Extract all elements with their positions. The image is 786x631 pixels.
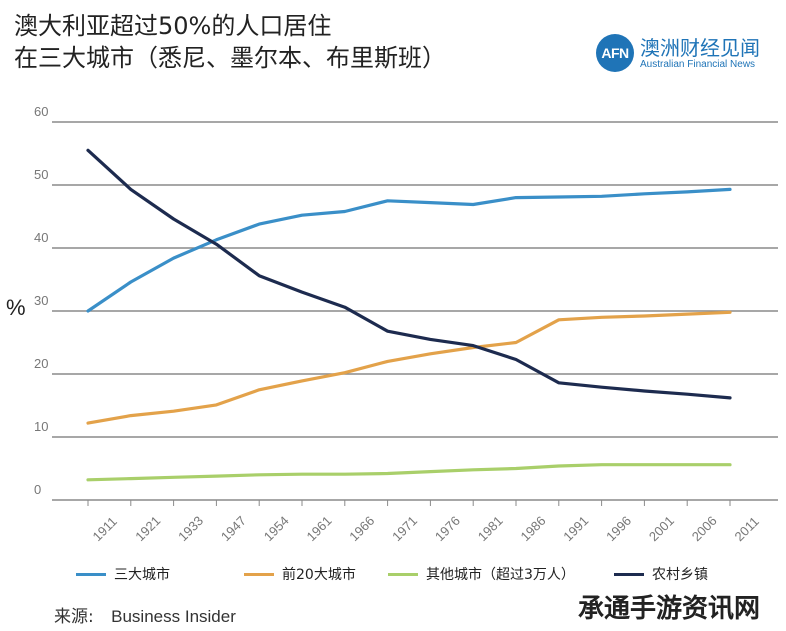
- source-line: 来源: Business Insider: [54, 602, 236, 627]
- grid-lines: [52, 121, 778, 501]
- x-tick-label: 1911: [90, 514, 120, 544]
- y-tick-labels: 0 10 20 30 40 50 60: [34, 104, 48, 497]
- brand-logo: AFN: [596, 34, 634, 72]
- y-axis-label: %: [6, 295, 26, 320]
- x-tick-label: 1991: [560, 513, 591, 544]
- legend-item-other[interactable]: 其他城市（超过3万人）: [388, 564, 575, 584]
- x-tick-label: 2006: [689, 513, 720, 544]
- x-tick-label: 1921: [132, 513, 163, 544]
- legend-item-top20[interactable]: 前20大城市: [244, 564, 356, 584]
- series-line-rural[interactable]: [86, 148, 732, 400]
- source-value: Business Insider: [111, 607, 236, 626]
- x-tick-labels: 1911 1921 1933 1947 1954 1961 1966 1971 1976 1981…: [87, 500, 762, 544]
- legend-label-rural: 农村乡镇: [652, 567, 708, 583]
- legend-label-other: 其他城市（超过3万人）: [426, 567, 575, 583]
- x-tick-label: 1976: [432, 513, 463, 544]
- source-label: 来源:: [54, 607, 94, 627]
- brand-name-cn: 澳洲财经见闻: [640, 36, 760, 60]
- legend-label-big3: 三大城市: [114, 567, 170, 583]
- x-tick-label: 1954: [261, 513, 292, 544]
- legend-swatch-rural: [614, 572, 644, 576]
- legend-swatch-top20: [244, 572, 274, 576]
- x-tick-label: 1966: [346, 513, 377, 544]
- chart-title: 澳大利亚超过50%的人口居住 在三大城市（悉尼、墨尔本、布里斯班）: [14, 10, 446, 74]
- x-tick-label: 1961: [304, 513, 335, 544]
- y-tick-label: 10: [34, 419, 48, 434]
- series-line-big3[interactable]: [86, 187, 732, 313]
- x-tick-label: 1933: [175, 513, 206, 544]
- chart-title-line-2: 在三大城市（悉尼、墨尔本、布里斯班）: [14, 44, 446, 72]
- y-tick-label: 20: [34, 356, 48, 371]
- y-tick-label: 40: [34, 230, 48, 245]
- series-line-top20[interactable]: [86, 310, 732, 425]
- legend-item-big3[interactable]: 三大城市: [76, 564, 170, 584]
- y-tick-label: 50: [34, 167, 48, 182]
- series-lines: [86, 148, 732, 482]
- legend: 三大城市 前20大城市 其他城市（超过3万人） 农村乡镇: [76, 564, 776, 584]
- x-tick-label: 1981: [475, 513, 506, 544]
- y-tick-label: 60: [34, 104, 48, 119]
- chart-title-line-1: 澳大利亚超过50%的人口居住: [14, 12, 332, 40]
- brand-block: AFN 澳洲财经见闻 Australian Financial News: [596, 32, 776, 76]
- y-tick-label: 30: [34, 293, 48, 308]
- x-tick-label: 2011: [732, 514, 762, 544]
- legend-swatch-other: [388, 572, 418, 576]
- x-tick-label: 2001: [646, 513, 677, 544]
- legend-swatch-big3: [76, 572, 106, 576]
- corner-watermark: 承通手游资讯网: [578, 594, 761, 624]
- x-tick-label: 1986: [518, 513, 549, 544]
- x-tick-label: 1996: [603, 513, 634, 544]
- x-tick-label: 1971: [389, 513, 420, 544]
- legend-item-rural[interactable]: 农村乡镇: [614, 564, 708, 584]
- y-tick-label: 0: [34, 482, 41, 497]
- series-line-other[interactable]: [86, 463, 732, 482]
- legend-label-top20: 前20大城市: [282, 567, 356, 583]
- x-tick-label: 1947: [218, 513, 249, 544]
- brand-name-en: Australian Financial News: [640, 59, 756, 70]
